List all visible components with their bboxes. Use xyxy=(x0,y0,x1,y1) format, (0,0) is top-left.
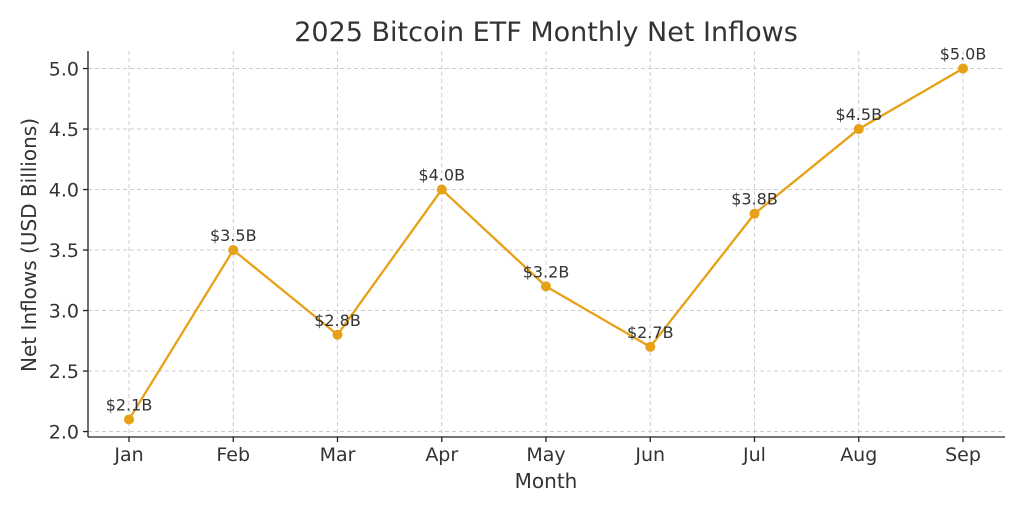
data-label: $5.0B xyxy=(940,45,987,64)
y-tick-label: 2.0 xyxy=(49,422,79,444)
x-tick-label: Feb xyxy=(216,444,250,466)
data-point xyxy=(749,208,760,219)
data-label: $2.1B xyxy=(106,395,153,414)
data-point xyxy=(541,281,551,292)
x-tick-label: Aug xyxy=(840,444,877,466)
data-label: $2.8B xyxy=(314,311,361,330)
data-labels: $2.1B $3.5B $2.8B $4.0B $3.2B $2.7B $3.8B $4.5B… xyxy=(106,45,987,415)
data-label: $4.0B xyxy=(418,166,465,185)
axes: Jan Feb Mar Apr May Jun Jul Aug Sep 2.0 2.5 3.0 3.5 4… xyxy=(49,51,1005,466)
y-tick-label: 2.5 xyxy=(49,361,79,383)
x-tick-label: Jul xyxy=(742,444,766,466)
data-point xyxy=(958,63,968,74)
data-point xyxy=(436,184,447,195)
data-point xyxy=(332,329,343,340)
x-tick-label: Mar xyxy=(320,444,356,466)
data-point xyxy=(124,414,134,425)
x-tick-label: Jun xyxy=(634,444,665,466)
data-point xyxy=(645,341,656,352)
chart-title: 2025 Bitcoin ETF Monthly Net Inflows xyxy=(294,17,798,48)
x-tick-label: May xyxy=(526,444,565,466)
y-tick-label: 5.0 xyxy=(49,59,79,81)
series-layer xyxy=(124,63,968,425)
data-label: $3.2B xyxy=(523,262,570,281)
data-point xyxy=(853,124,864,135)
x-tick-label: Jan xyxy=(113,444,143,466)
data-label: $3.8B xyxy=(731,190,778,209)
x-tick-label: Apr xyxy=(425,444,458,466)
data-point xyxy=(228,245,239,256)
y-tick-label: 4.5 xyxy=(49,119,79,141)
data-label: $4.5B xyxy=(835,105,882,124)
data-label: $2.7B xyxy=(627,323,674,342)
grid xyxy=(88,51,1005,437)
y-tick-label: 4.0 xyxy=(49,180,79,202)
x-tick-label: Sep xyxy=(945,444,981,466)
data-label: $3.5B xyxy=(210,226,257,245)
x-axis-label: Month xyxy=(515,469,578,493)
y-axis-label: Net Inflows (USD Billions) xyxy=(17,118,41,372)
y-tick-label: 3.5 xyxy=(49,240,79,262)
y-tick-label: 3.0 xyxy=(49,301,79,323)
